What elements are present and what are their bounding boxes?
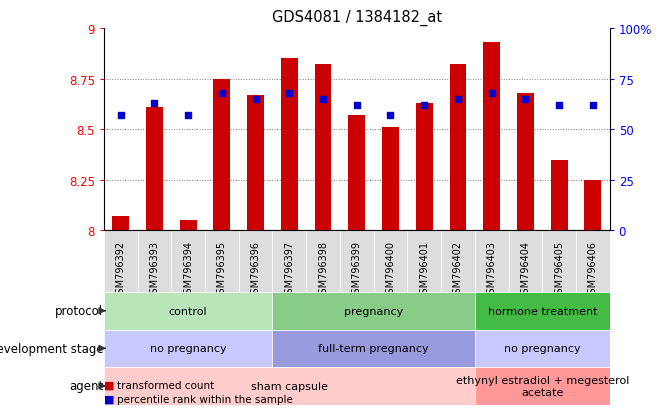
Point xyxy=(318,96,328,103)
Point xyxy=(149,100,160,107)
Text: no pregnancy: no pregnancy xyxy=(150,344,226,354)
Text: GSM796398: GSM796398 xyxy=(318,240,328,299)
Bar xyxy=(180,221,196,231)
Bar xyxy=(137,231,172,292)
Bar xyxy=(281,59,297,231)
Point xyxy=(216,90,227,97)
Point xyxy=(284,90,295,97)
Point xyxy=(553,102,564,109)
Point xyxy=(453,96,464,103)
Text: protocol: protocol xyxy=(55,304,103,318)
Point xyxy=(486,90,497,97)
Bar xyxy=(517,93,534,231)
Text: GSM796397: GSM796397 xyxy=(284,240,294,299)
Text: GSM796394: GSM796394 xyxy=(183,240,193,299)
Text: sham capsule: sham capsule xyxy=(251,381,328,391)
Bar xyxy=(172,231,205,292)
Bar xyxy=(104,292,273,330)
Text: no pregnancy: no pregnancy xyxy=(504,344,581,354)
Bar xyxy=(104,367,475,405)
Bar xyxy=(441,231,475,292)
Point xyxy=(251,96,261,103)
Bar xyxy=(542,231,576,292)
Text: ■: ■ xyxy=(104,380,115,390)
Text: GSM796395: GSM796395 xyxy=(217,240,227,299)
Bar xyxy=(407,231,441,292)
Bar xyxy=(475,231,509,292)
Text: full-term pregnancy: full-term pregnancy xyxy=(318,344,429,354)
Text: ■: ■ xyxy=(104,394,115,404)
Text: GSM796406: GSM796406 xyxy=(588,240,598,299)
Text: GSM796392: GSM796392 xyxy=(116,240,126,299)
Bar xyxy=(273,330,475,367)
Bar xyxy=(584,180,601,231)
Bar xyxy=(475,330,610,367)
Bar xyxy=(146,108,163,231)
Text: hormone treatment: hormone treatment xyxy=(488,306,597,316)
Bar xyxy=(551,160,567,231)
Text: pregnancy: pregnancy xyxy=(344,306,403,316)
Bar xyxy=(475,367,610,405)
Text: transformed count: transformed count xyxy=(117,380,214,390)
Text: agent: agent xyxy=(69,380,103,392)
Bar xyxy=(273,292,475,330)
Text: GSM796396: GSM796396 xyxy=(251,240,261,299)
Bar xyxy=(104,330,273,367)
Text: GSM796404: GSM796404 xyxy=(521,240,531,299)
Bar xyxy=(205,231,239,292)
Bar xyxy=(306,231,340,292)
Text: GSM796403: GSM796403 xyxy=(486,240,496,299)
Point xyxy=(520,96,531,103)
Text: GSM796405: GSM796405 xyxy=(554,240,564,299)
Bar xyxy=(273,231,306,292)
Bar xyxy=(483,43,500,231)
Title: GDS4081 / 1384182_at: GDS4081 / 1384182_at xyxy=(272,10,442,26)
Bar xyxy=(315,65,332,231)
Bar xyxy=(450,65,466,231)
Bar xyxy=(247,95,264,231)
Point xyxy=(183,112,194,119)
Point xyxy=(352,102,362,109)
Bar xyxy=(475,292,610,330)
Point xyxy=(385,112,396,119)
Text: GSM796401: GSM796401 xyxy=(419,240,429,299)
Bar xyxy=(348,116,365,231)
Point xyxy=(419,102,429,109)
Bar xyxy=(113,217,129,231)
Text: GSM796402: GSM796402 xyxy=(453,240,463,299)
Bar xyxy=(239,231,273,292)
Bar xyxy=(382,128,399,231)
Bar xyxy=(374,231,407,292)
Bar xyxy=(214,79,230,231)
Text: GSM796400: GSM796400 xyxy=(385,240,395,299)
Text: GSM796399: GSM796399 xyxy=(352,240,362,299)
Point xyxy=(588,102,598,109)
Bar xyxy=(104,231,137,292)
Bar xyxy=(416,104,433,231)
Bar xyxy=(509,231,542,292)
Text: ethynyl estradiol + megesterol
acetate: ethynyl estradiol + megesterol acetate xyxy=(456,375,629,397)
Text: percentile rank within the sample: percentile rank within the sample xyxy=(117,394,293,404)
Text: GSM796393: GSM796393 xyxy=(149,240,159,299)
Bar xyxy=(576,231,610,292)
Text: development stage: development stage xyxy=(0,342,103,355)
Point xyxy=(115,112,126,119)
Text: control: control xyxy=(169,306,208,316)
Bar xyxy=(340,231,374,292)
